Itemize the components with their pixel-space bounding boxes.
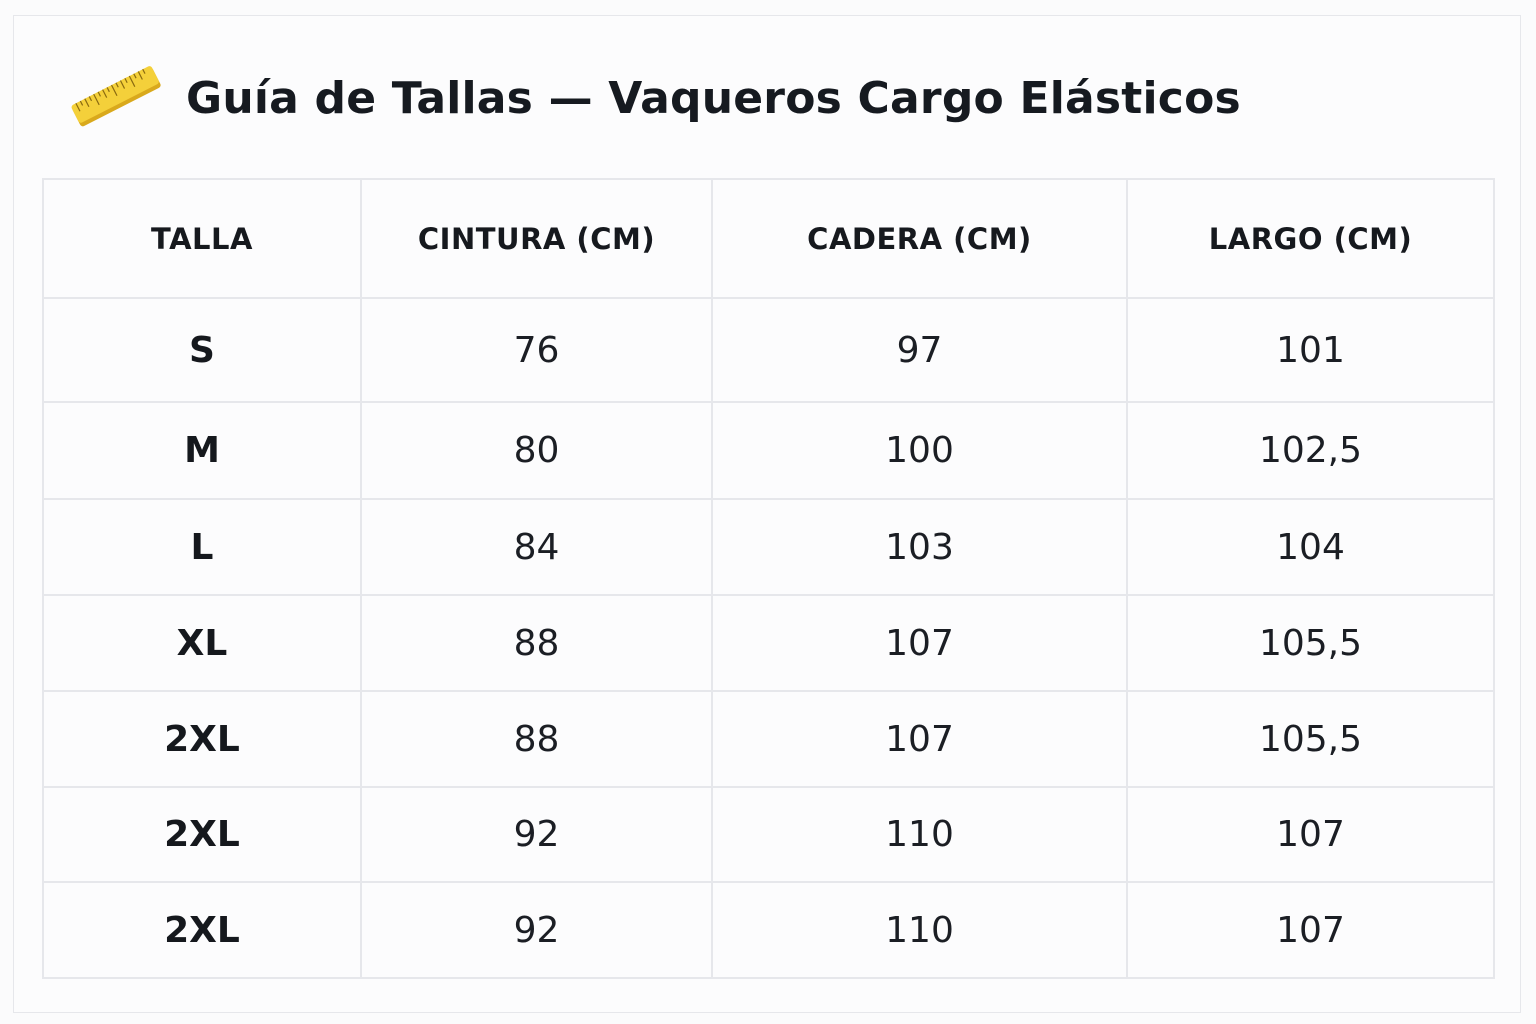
table-row: 2XL 92 110 107 (42, 786, 1495, 883)
table-row: M 80 100 102,5 (42, 401, 1495, 500)
column-header-talla: TALLA (42, 178, 362, 299)
hip-cell: 97 (711, 297, 1128, 403)
hip-cell: 100 (711, 401, 1128, 500)
hip-cell: 110 (711, 881, 1128, 979)
table-row: 2XL 88 107 105,5 (42, 690, 1495, 788)
waist-cell: 92 (360, 786, 713, 883)
length-cell: 107 (1126, 881, 1495, 979)
size-cell: 2XL (42, 690, 362, 788)
size-table: TALLA CINTURA (CM) CADERA (CM) LARGO (CM… (42, 178, 1495, 979)
waist-cell: 88 (360, 690, 713, 788)
table-row: 2XL 92 110 107 (42, 881, 1495, 979)
size-cell: 2XL (42, 881, 362, 979)
table-row: L 84 103 104 (42, 498, 1495, 596)
length-cell: 105,5 (1126, 690, 1495, 788)
waist-cell: 76 (360, 297, 713, 403)
title-row: Guía de Tallas — Vaqueros Cargo Elástico… (68, 62, 1241, 134)
length-cell: 101 (1126, 297, 1495, 403)
waist-cell: 84 (360, 498, 713, 596)
hip-cell: 103 (711, 498, 1128, 596)
length-cell: 107 (1126, 786, 1495, 883)
hip-cell: 107 (711, 594, 1128, 692)
waist-cell: 80 (360, 401, 713, 500)
length-cell: 105,5 (1126, 594, 1495, 692)
column-header-largo: LARGO (CM) (1126, 178, 1495, 299)
length-cell: 104 (1126, 498, 1495, 596)
size-cell: L (42, 498, 362, 596)
hip-cell: 110 (711, 786, 1128, 883)
size-cell: M (42, 401, 362, 500)
table-row: XL 88 107 105,5 (42, 594, 1495, 692)
ruler-icon (71, 66, 161, 127)
page-title: Guía de Tallas — Vaqueros Cargo Elástico… (186, 72, 1241, 124)
length-cell: 102,5 (1126, 401, 1495, 500)
table-header-row: TALLA CINTURA (CM) CADERA (CM) LARGO (CM… (42, 178, 1495, 299)
waist-cell: 92 (360, 881, 713, 979)
size-cell: XL (42, 594, 362, 692)
size-cell: S (42, 297, 362, 403)
table-row: S 76 97 101 (42, 297, 1495, 403)
column-header-cintura: CINTURA (CM) (360, 178, 713, 299)
column-header-cadera: CADERA (CM) (711, 178, 1128, 299)
hip-cell: 107 (711, 690, 1128, 788)
waist-cell: 88 (360, 594, 713, 692)
size-cell: 2XL (42, 786, 362, 883)
